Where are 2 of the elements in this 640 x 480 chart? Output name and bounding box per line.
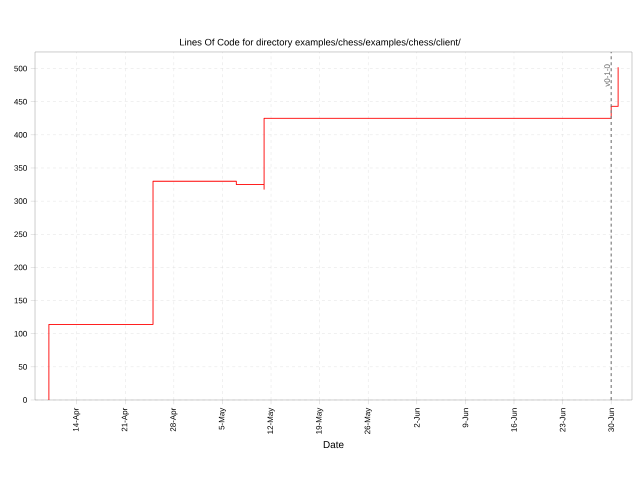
chart-subtitle: Lines Of Code for directory examples/chess/examples/chess/client/ xyxy=(180,38,461,48)
x-axis-title: Date xyxy=(324,441,344,448)
